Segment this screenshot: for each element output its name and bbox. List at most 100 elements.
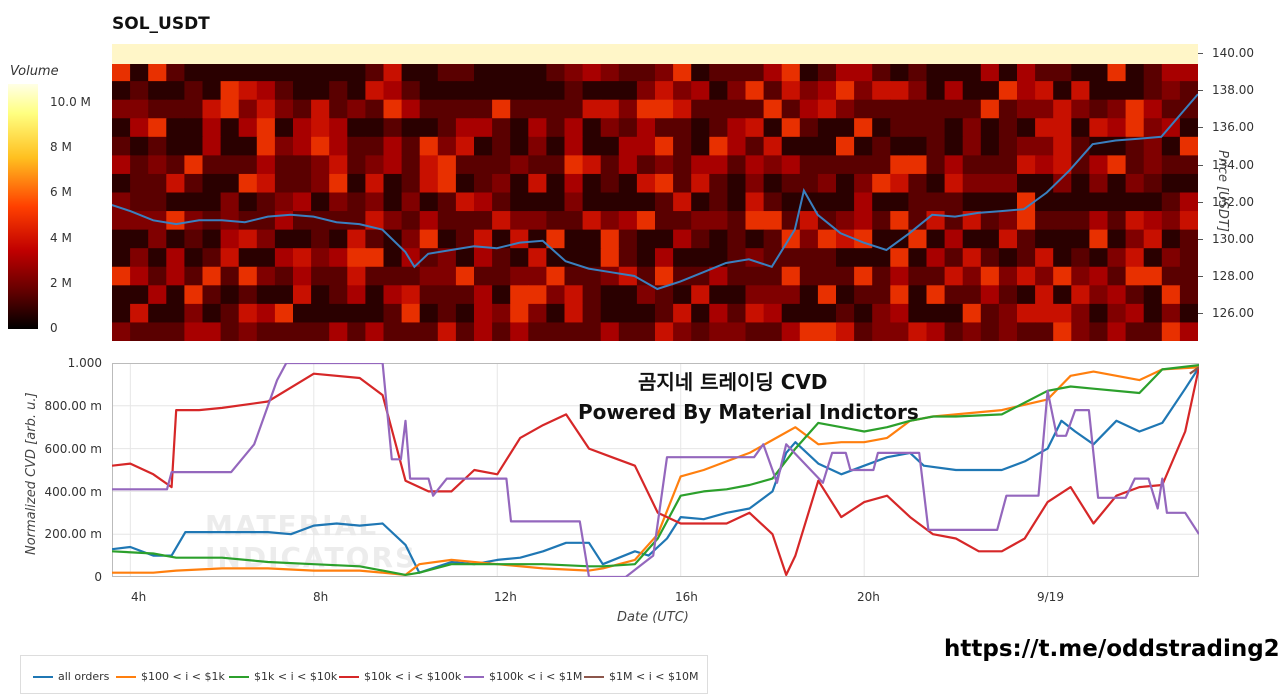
heatmap-cell [564,303,584,324]
heatmap-cell [962,155,982,175]
heatmap-cell [817,192,837,212]
heatmap-cell [437,248,457,268]
heatmap-cell [1017,118,1036,138]
heatmap-cell [202,248,222,268]
heatmap-cell [962,192,982,212]
heatmap-cell [1125,62,1145,82]
cvd-y-tick: 800.00 m [44,399,103,413]
legend-item-1k-10k[interactable]: $1k < i < $10k [229,670,337,683]
legend-label: $1M < i < $10M [609,670,699,683]
heatmap-cell [799,303,819,324]
heatmap-cell [998,62,1018,82]
cvd-x-tick: 4h [131,590,147,604]
heatmap-cell [709,285,728,305]
heatmap-cell [1035,136,1054,156]
heatmap-cell [401,322,421,341]
heatmap-cell [890,136,909,156]
heatmap-cell [1161,285,1181,305]
heatmap-cell [437,136,457,156]
colorbar-tick: 2 M [50,276,72,290]
heatmap-cell [293,248,312,268]
heatmap-cell [238,285,258,305]
heatmap-cell [673,99,692,119]
heatmap-cell [1179,211,1198,231]
heatmap-cell [745,192,765,212]
heatmap-cell [1071,173,1090,194]
heatmap-cell [130,81,149,101]
heatmap-cell [636,118,656,138]
colorbar-tick: 4 M [50,231,72,245]
heatmap-cell [836,173,855,194]
heatmap-cell [1179,62,1198,82]
heatmap-cell [166,285,185,305]
heatmap-cell [401,62,421,82]
heatmap-cell [528,99,547,119]
heatmap-cell [166,229,185,249]
heatmap-cell [817,136,837,156]
legend-item-all-orders[interactable]: all orders [33,670,109,683]
heatmap-cell [274,229,294,249]
heatmap-cell [1161,62,1181,82]
price-axis-label: Price [USDT] [1215,150,1230,232]
heatmap-cell [1089,173,1109,194]
heatmap-cell [419,62,439,82]
heatmap-cell [890,99,909,119]
heatmap-cell [256,192,276,212]
heatmap-cell [546,266,566,286]
heatmap-cell [745,248,765,268]
heatmap-cell [256,99,276,119]
heatmap-cell [148,173,167,194]
heatmap-cell [546,81,566,101]
telegram-link[interactable]: https://t.me/oddstrading2 [944,636,1280,662]
liquidity-heatmap[interactable] [112,44,1198,341]
heatmap-cell [401,99,421,119]
heatmap-cell [419,229,439,249]
heatmap-cell [311,62,330,82]
heatmap-cell [202,99,222,119]
heatmap-cell [673,118,692,138]
heatmap-cell [980,99,1000,119]
heatmap-cell [528,248,547,268]
heatmap-cell [962,229,982,249]
heatmap-cell [383,303,403,324]
heatmap-cell [383,266,403,286]
heatmap-cell [492,136,511,156]
heatmap-cell [636,81,656,101]
heatmap-cell [347,303,366,324]
heatmap-cell [130,266,149,286]
heatmap-cell [926,285,946,305]
legend-item-1m-10m[interactable]: $1M < i < $10M [584,670,698,683]
heatmap-cell [962,99,982,119]
legend-item-100-1k[interactable]: $100 < i < $1k [116,670,225,683]
heatmap-cell [546,118,566,138]
heatmap-cell [1089,322,1109,341]
legend-item-10k-100k[interactable]: $10k < i < $100k [339,670,461,683]
heatmap-cell [365,303,385,324]
heatmap-cell [293,136,312,156]
heatmap-cell [745,229,765,249]
heatmap-cell [799,211,819,231]
heatmap-cell [1143,248,1163,268]
heatmap-cell [582,155,602,175]
heatmap-cell [600,303,620,324]
heatmap-cell [926,155,946,175]
heatmap-cell [274,99,294,119]
cvd-plot-area[interactable] [111,361,1201,579]
heatmap-cell [1179,118,1198,138]
colorbar-label: Volume [10,64,59,79]
heatmap-cell [419,173,439,194]
heatmap-cell [112,322,131,341]
heatmap-cell [166,192,185,212]
heatmap-cell [383,192,403,212]
heatmap-cell [854,173,873,194]
heatmap-cell [148,248,167,268]
heatmap-cell [564,99,584,119]
heatmap-cell [329,136,348,156]
heatmap-cell [401,285,421,305]
heatmap-cell [238,322,258,341]
heatmap-cell [618,118,638,138]
legend-item-100k-1m[interactable]: $100k < i < $1M [464,670,582,683]
heatmap-cell [365,285,385,305]
heatmap-cell [510,211,529,231]
cvd-series-line [112,366,1200,576]
